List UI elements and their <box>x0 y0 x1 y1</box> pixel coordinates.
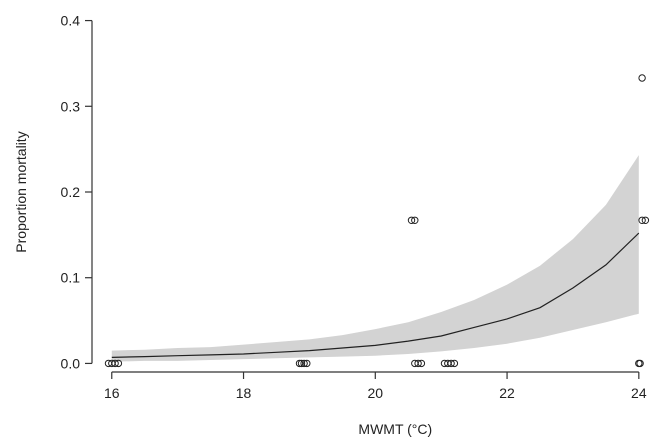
data-point <box>114 359 123 368</box>
data-point <box>297 359 306 368</box>
x-tick-label: 22 <box>499 385 515 401</box>
data-point <box>411 216 419 225</box>
data-point <box>295 359 304 368</box>
x-tick-label: 16 <box>104 385 120 401</box>
x-tick-label: 20 <box>368 385 384 401</box>
y-tick-label: 0.3 <box>61 98 81 114</box>
y-tick-label: 0.1 <box>61 270 81 286</box>
y-tick-label: 0.0 <box>61 355 81 371</box>
data-point <box>300 359 308 368</box>
y-axis-title: Proportion mortality <box>13 131 29 252</box>
y-tick-label: 0.2 <box>61 184 81 200</box>
y-ticks: 0.0 0.1 0.2 0.3 0.4 <box>61 13 92 371</box>
points-layer <box>104 74 650 368</box>
confidence-band <box>111 155 639 362</box>
data-point <box>111 359 119 368</box>
data-point <box>417 359 426 368</box>
x-tick-label: 18 <box>236 385 252 401</box>
data-point <box>450 359 459 368</box>
ci-band-layer <box>111 155 639 362</box>
data-point <box>641 216 650 225</box>
data-point <box>414 359 422 368</box>
data-point <box>407 216 416 225</box>
x-axis-title: MWMT (°C) <box>358 421 432 437</box>
fit-line-layer <box>111 232 640 358</box>
fitted-line <box>111 232 640 358</box>
data-point <box>638 74 646 82</box>
data-point <box>447 359 455 368</box>
data-point <box>638 216 646 225</box>
x-ticks: 16 18 20 22 24 <box>104 372 647 401</box>
x-tick-label: 24 <box>631 385 647 401</box>
data-point <box>636 359 644 368</box>
y-tick-label: 0.4 <box>61 13 81 29</box>
data-point <box>303 359 311 368</box>
